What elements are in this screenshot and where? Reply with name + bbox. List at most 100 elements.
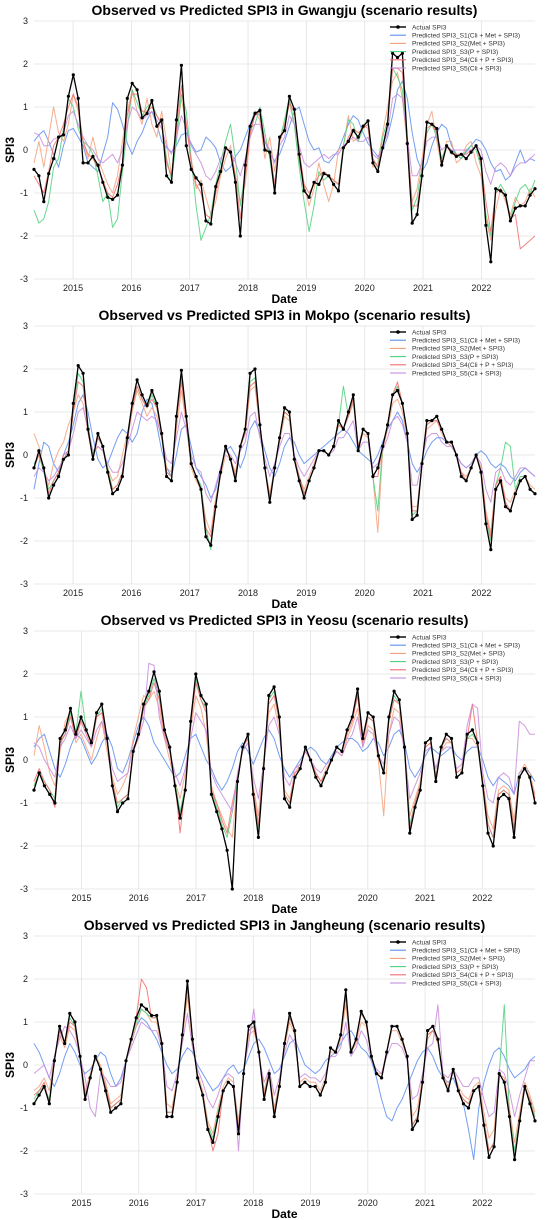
actual-spi3-point <box>134 1016 138 1020</box>
actual-spi3-point <box>209 222 213 226</box>
actual-spi3-point <box>93 1054 97 1058</box>
actual-spi3-point <box>523 1084 527 1089</box>
actual-spi3-point <box>361 736 365 741</box>
legend-label: Predicted SPI3_S1(Cli + Met + SPI3) <box>412 643 520 650</box>
actual-spi3-point <box>464 479 468 483</box>
legend-label: Predicted SPI3_S3(P + SPI3) <box>412 354 498 361</box>
actual-spi3-point <box>238 444 242 448</box>
y-tick-label: 0 <box>23 450 28 460</box>
actual-spi3-point <box>115 193 120 197</box>
actual-spi3-point <box>376 169 380 174</box>
actual-spi3-point <box>199 487 203 491</box>
actual-spi3-point <box>247 1024 251 1028</box>
actual-spi3-point <box>317 449 321 453</box>
x-tick-label: 2016 <box>129 893 149 903</box>
x-tick-label: 2017 <box>186 893 206 903</box>
actual-spi3-point <box>224 146 228 150</box>
actual-spi3-point <box>292 457 296 461</box>
actual-spi3-point <box>263 148 267 152</box>
actual-spi3-point <box>439 745 443 749</box>
actual-spi3-point <box>248 124 252 128</box>
actual-spi3-point <box>444 732 448 736</box>
actual-spi3-point <box>96 163 100 167</box>
actual-spi3-point <box>385 1050 389 1054</box>
actual-spi3-point <box>312 466 316 470</box>
predicted-series-line-5 <box>33 407 536 503</box>
actual-spi3-point <box>324 771 328 775</box>
x-tick-label: 2022 <box>471 283 491 293</box>
actual-spi3-point <box>282 1041 287 1046</box>
actual-spi3-point <box>189 719 193 723</box>
legend-label: Predicted SPI3_S2(Met + SPI3) <box>412 956 505 963</box>
actual-spi3-point <box>430 122 434 126</box>
actual-spi3-point <box>420 174 424 178</box>
actual-spi3-point <box>386 423 390 427</box>
actual-spi3-point <box>349 1050 353 1054</box>
actual-spi3-point <box>344 988 348 992</box>
actual-spi3-point <box>374 1072 379 1076</box>
x-tick-label: 2020 <box>355 283 375 293</box>
actual-spi3-point <box>302 496 306 500</box>
actual-spi3-point <box>96 431 100 436</box>
actual-spi3-point <box>150 98 154 103</box>
x-tick-label: 2018 <box>238 283 258 293</box>
x-axis-label: Date <box>271 597 297 610</box>
actual-spi3-point <box>91 457 95 461</box>
actual-spi3-point <box>390 1024 394 1028</box>
actual-spi3-point <box>253 111 257 115</box>
actual-spi3-point <box>456 1089 460 1093</box>
actual-spi3-point <box>523 474 527 479</box>
actual-spi3-point <box>130 401 134 405</box>
actual-spi3-point <box>180 1033 184 1037</box>
actual-spi3-point <box>272 685 276 689</box>
actual-spi3-point <box>410 1127 414 1132</box>
actual-spi3-point <box>268 500 272 504</box>
actual-spi3-point <box>37 174 41 178</box>
actual-spi3-point <box>243 163 247 167</box>
actual-spi3-point <box>135 88 139 92</box>
actual-spi3-point <box>165 174 169 178</box>
actual-spi3-point <box>298 1084 302 1089</box>
actual-spi3-point <box>425 120 429 124</box>
x-axis-label: Date <box>271 1207 297 1220</box>
actual-spi3-point <box>297 152 301 156</box>
actual-spi3-point <box>135 378 139 382</box>
actual-spi3-point <box>413 805 417 809</box>
actual-spi3-point <box>204 702 208 706</box>
actual-spi3-point <box>502 1080 506 1084</box>
actual-spi3-point <box>322 449 326 453</box>
actual-spi3-point <box>52 483 56 487</box>
actual-spi3-point <box>356 687 360 691</box>
actual-spi3-point <box>425 419 429 423</box>
actual-spi3-point <box>174 414 178 418</box>
x-tick-label: 2020 <box>358 893 378 903</box>
actual-spi3-point <box>66 453 70 457</box>
actual-spi3-point <box>517 775 521 779</box>
actual-spi3-point <box>241 745 245 749</box>
legend-label: Predicted SPI3_S4(Cli + P + SPI3) <box>412 362 513 369</box>
legend-marker <box>396 940 400 944</box>
actual-spi3-point <box>268 150 272 154</box>
actual-spi3-point <box>420 462 424 466</box>
x-tick-label: 2016 <box>129 1198 149 1208</box>
actual-spi3-point <box>508 219 512 223</box>
legend-label: Actual SPI3 <box>412 634 447 641</box>
actual-spi3-point <box>400 401 404 405</box>
legend-label: Predicted SPI3_S3(P + SPI3) <box>412 964 498 971</box>
actual-spi3-point <box>272 1115 276 1119</box>
actual-spi3-point <box>376 754 380 758</box>
actual-spi3-point <box>178 816 182 820</box>
x-tick-label: 2019 <box>296 588 316 598</box>
x-axis-label: Date <box>271 902 297 915</box>
actual-spi3-point <box>351 393 355 397</box>
x-axis-label: Date <box>271 292 297 305</box>
actual-spi3-point <box>81 161 85 165</box>
actual-spi3-point <box>418 788 422 792</box>
x-tick-label: 2022 <box>471 588 491 598</box>
actual-spi3-point <box>152 670 156 674</box>
predicted-series-line-1 <box>33 80 536 181</box>
x-tick-label: 2018 <box>243 893 263 903</box>
actual-spi3-point <box>371 161 375 165</box>
actual-spi3-point <box>430 419 434 423</box>
predicted-series-line-5 <box>33 1004 535 1152</box>
